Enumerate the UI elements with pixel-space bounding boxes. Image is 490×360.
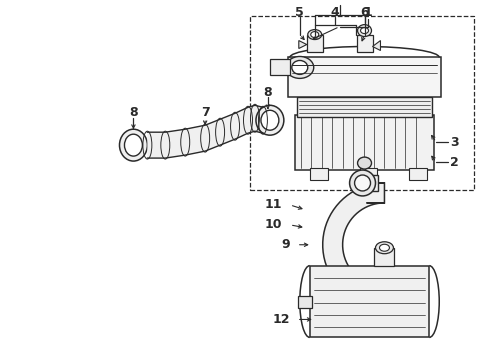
Ellipse shape [120, 129, 147, 161]
Text: 5: 5 [295, 6, 304, 19]
Text: 8: 8 [129, 106, 138, 119]
Ellipse shape [358, 24, 371, 37]
Ellipse shape [349, 170, 375, 196]
Ellipse shape [261, 110, 279, 130]
Polygon shape [323, 183, 385, 306]
Ellipse shape [361, 28, 368, 33]
Bar [295, 115, 434, 170]
Ellipse shape [124, 134, 143, 156]
Ellipse shape [358, 157, 371, 169]
Polygon shape [372, 41, 380, 50]
Polygon shape [299, 41, 307, 49]
Bar [297, 97, 432, 117]
Text: 8: 8 [264, 86, 272, 99]
Ellipse shape [286, 57, 314, 78]
Bar [310, 266, 429, 337]
Text: 10: 10 [265, 218, 282, 231]
Text: 9: 9 [281, 238, 290, 251]
Text: 7: 7 [201, 106, 210, 119]
Bar [310, 168, 328, 180]
Bar [374, 248, 394, 266]
Bar [288, 58, 441, 97]
Ellipse shape [292, 60, 308, 75]
Polygon shape [307, 35, 323, 53]
Ellipse shape [375, 242, 393, 254]
Text: 3: 3 [450, 136, 459, 149]
Ellipse shape [379, 244, 390, 251]
Ellipse shape [308, 30, 322, 40]
Bar [360, 168, 377, 180]
Text: 4: 4 [330, 6, 339, 19]
Polygon shape [147, 105, 263, 158]
Text: 11: 11 [265, 198, 282, 211]
Bar [357, 175, 378, 191]
Polygon shape [357, 35, 372, 53]
Ellipse shape [311, 32, 319, 37]
Text: 6: 6 [360, 6, 369, 19]
Ellipse shape [256, 105, 284, 135]
Text: 2: 2 [450, 156, 459, 168]
Polygon shape [298, 296, 312, 307]
Bar [270, 59, 290, 75]
Text: 12: 12 [272, 313, 290, 326]
Bar [250, 15, 474, 190]
Text: 1: 1 [363, 6, 372, 19]
Bar [409, 168, 427, 180]
Ellipse shape [355, 175, 370, 191]
